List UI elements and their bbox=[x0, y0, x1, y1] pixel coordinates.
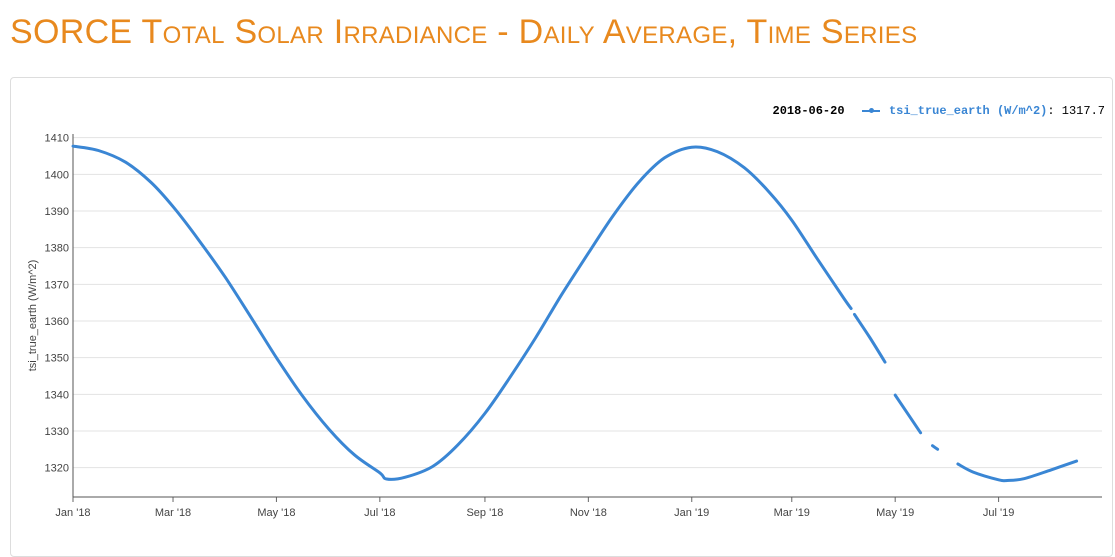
y-tick-label: 1380 bbox=[45, 243, 69, 255]
series-line-segment bbox=[956, 459, 1079, 483]
y-tick-label: 1400 bbox=[45, 169, 69, 181]
x-tick-label: Jul '18 bbox=[364, 507, 395, 519]
y-tick-label: 1340 bbox=[45, 389, 69, 401]
x-tick-label: Nov '18 bbox=[570, 507, 607, 519]
x-tick-label: Mar '19 bbox=[774, 507, 810, 519]
y-tick-label: 1330 bbox=[45, 426, 69, 438]
legend-date: 2018-06-20 bbox=[772, 104, 845, 118]
x-tick-label: Jan '19 bbox=[674, 507, 709, 519]
axes bbox=[72, 134, 1102, 498]
grid-lines bbox=[73, 137, 1102, 469]
x-tick-label: Jul '19 bbox=[983, 507, 1014, 519]
series-line-segment bbox=[71, 144, 853, 481]
y-tick-label: 1360 bbox=[45, 316, 69, 328]
series-line-segment bbox=[893, 393, 923, 435]
x-tick-label: May '18 bbox=[257, 507, 295, 519]
series-layer bbox=[71, 144, 1079, 483]
legend-series-label: tsi_true_earth (W/m^2) bbox=[888, 104, 1048, 118]
y-tick-label: 1320 bbox=[45, 463, 69, 475]
legend-value: 1317.7 bbox=[1061, 104, 1105, 118]
y-axis-ticks: 1320 1330 1340 1350 1360 1370 1380 1390 1400 1410 bbox=[45, 133, 69, 475]
x-tick-label: May '19 bbox=[876, 507, 914, 519]
page-title: SORCE Total Solar Irradiance - Daily Ave… bbox=[10, 13, 918, 51]
y-tick-label: 1350 bbox=[45, 353, 69, 365]
x-tick-label: Mar '18 bbox=[155, 507, 191, 519]
chart-panel bbox=[10, 77, 1113, 557]
series-line-segment bbox=[853, 312, 887, 364]
x-axis-ticks: Jan '18 Mar '18 May '18 Jul '18 Sep '18 Nov '… bbox=[55, 497, 1014, 519]
legend-series-marker-icon bbox=[861, 106, 880, 116]
y-tick-label: 1410 bbox=[45, 133, 69, 145]
tsi-time-series-chart[interactable]: 1320 1330 1340 1350 1360 1370 1380 1390 1400 1410… bbox=[0, 0, 1115, 544]
y-tick-label: 1390 bbox=[45, 206, 69, 218]
legend-separator: : bbox=[1047, 104, 1062, 118]
y-tick-label: 1370 bbox=[45, 279, 69, 291]
series-line-segment bbox=[931, 444, 940, 451]
x-tick-label: Sep '18 bbox=[466, 507, 503, 519]
y-axis-label: tsi_true_earth (W/m^2) bbox=[27, 260, 39, 372]
chart-legend: 2018-06-20 tsi_true_earth (W/m^2): 1317.… bbox=[773, 104, 1105, 118]
x-tick-label: Jan '18 bbox=[55, 507, 90, 519]
